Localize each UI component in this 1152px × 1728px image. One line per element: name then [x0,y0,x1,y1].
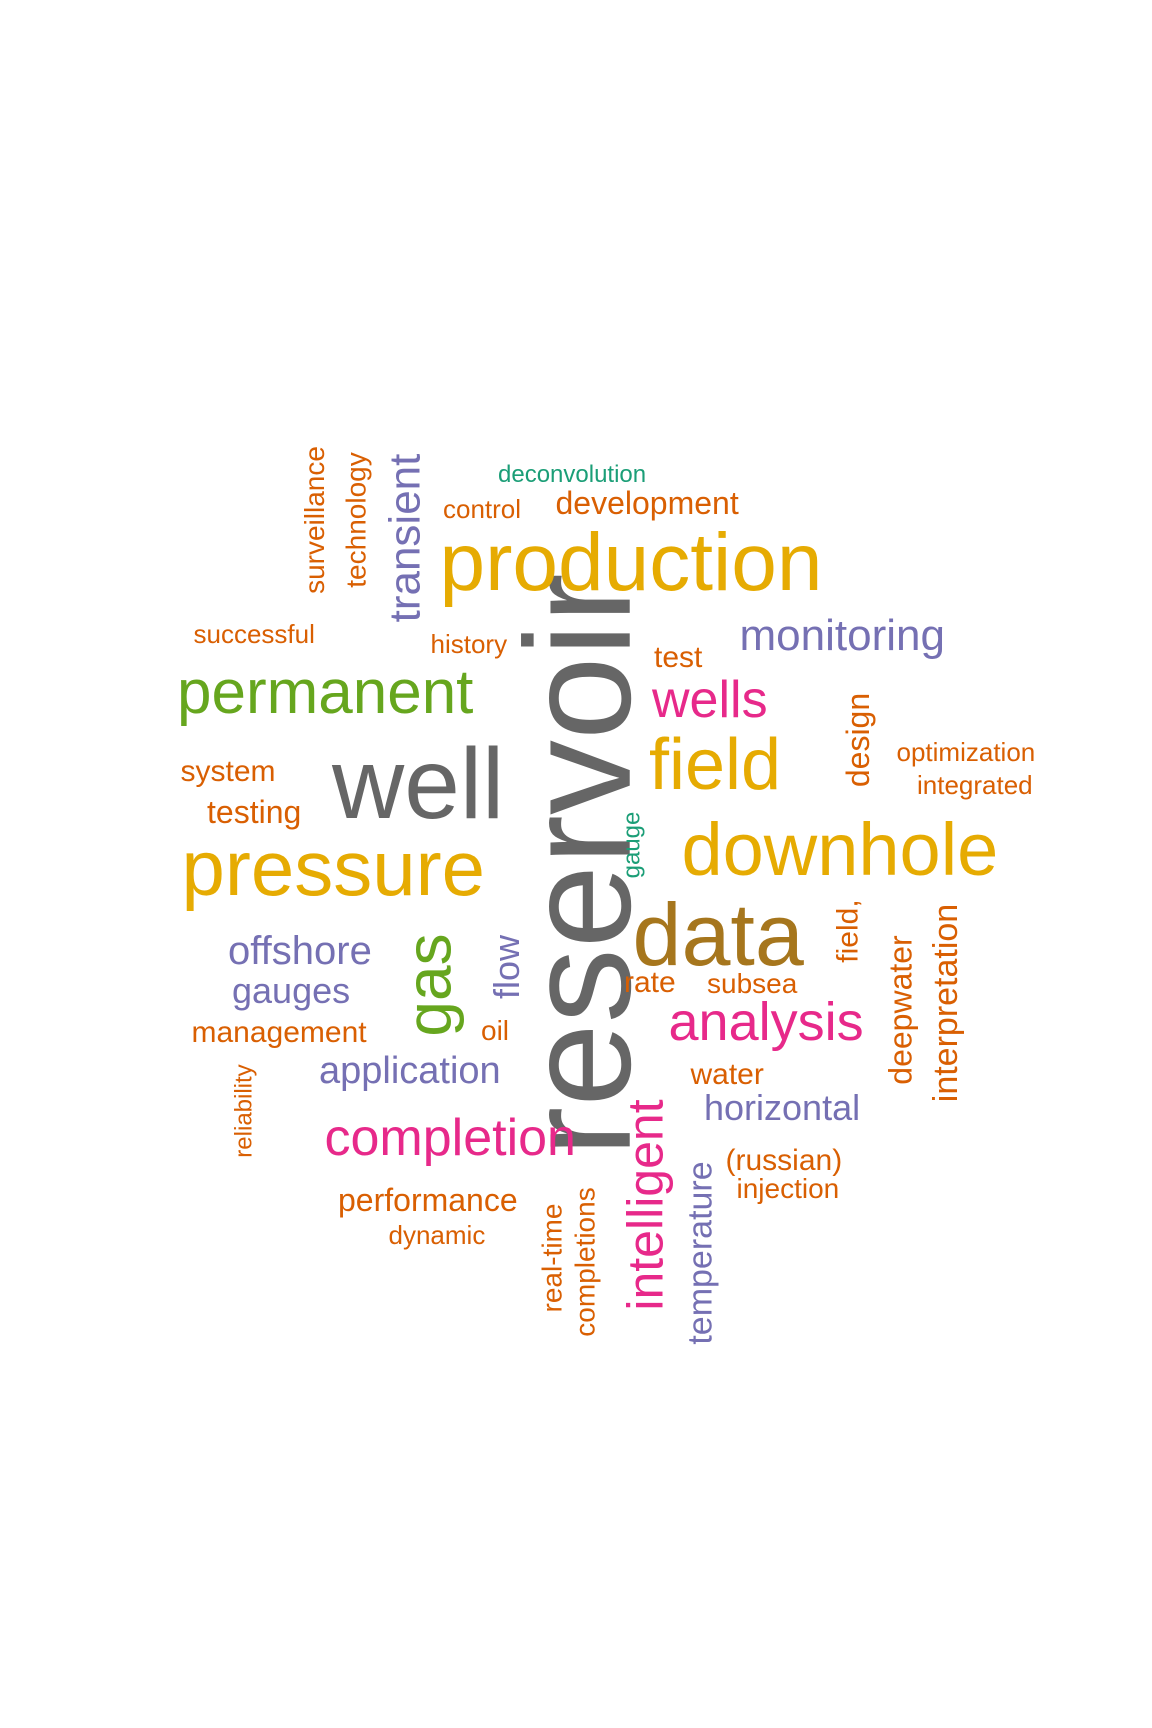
word-cloud-word: technology [340,452,372,588]
word-cloud-word: completions [569,1187,601,1337]
word-cloud-word: testing [207,794,302,830]
word-cloud-word: dynamic [388,1220,486,1250]
word-cloud-word: management [191,1016,367,1049]
word-cloud-word: design [840,692,877,788]
word-cloud-word: wells [652,671,768,729]
word-cloud-word: performance [338,1182,518,1218]
word-cloud-word: application [319,1050,501,1092]
word-cloud-word: reliability [230,1064,258,1158]
word-cloud-word: gas [392,933,465,1037]
word-cloud-word: analysis [668,992,864,1052]
word-cloud-word: system [180,755,276,788]
word-cloud-word: monitoring [739,611,945,660]
word-cloud-word: field [649,725,782,805]
word-cloud-word: (russian) [725,1144,843,1177]
word-cloud-word: real-time [535,1203,567,1313]
word-cloud-word: production [439,517,823,608]
word-cloud-word: history [430,629,508,659]
word-cloud-word: development [555,485,739,521]
word-cloud-word: injection [736,1173,840,1204]
word-cloud-word: water [690,1058,764,1091]
word-cloud-word: well [332,728,505,840]
word-cloud-word: rate [624,966,676,999]
word-cloud-word: oil [481,1015,510,1046]
word-cloud-word: gauge [617,811,645,879]
word-cloud-word: offshore [228,929,372,973]
word-cloud-word: interpretation [927,903,966,1103]
word-cloud-word: transient [379,453,429,623]
word-cloud-word: data [632,885,804,984]
word-cloud-word: deconvolution [498,461,647,488]
word-cloud-word: pressure [181,824,485,912]
word-cloud-word: intelligent [617,1099,674,1311]
word-cloud-word: horizontal [704,1087,861,1128]
word-cloud-word: flow [486,934,528,1000]
word-cloud-word: subsea [707,968,798,999]
word-cloud-word: test [654,641,703,674]
word-cloud-word: gauges [232,970,351,1011]
word-cloud-word: surveillance [298,446,330,594]
word-cloud-word: deepwater [882,935,919,1085]
word-cloud-word: integrated [917,770,1033,800]
word-cloud-word: successful [193,619,315,649]
word-cloud-word: completion [324,1109,576,1167]
word-cloud-word: control [443,494,522,524]
word-cloud-word: optimization [896,737,1036,767]
word-cloud-word: field, [831,899,865,963]
word-cloud-word: permanent [177,658,474,727]
word-cloud-word: downhole [681,808,999,891]
word-cloud-word: temperature [681,1161,720,1345]
